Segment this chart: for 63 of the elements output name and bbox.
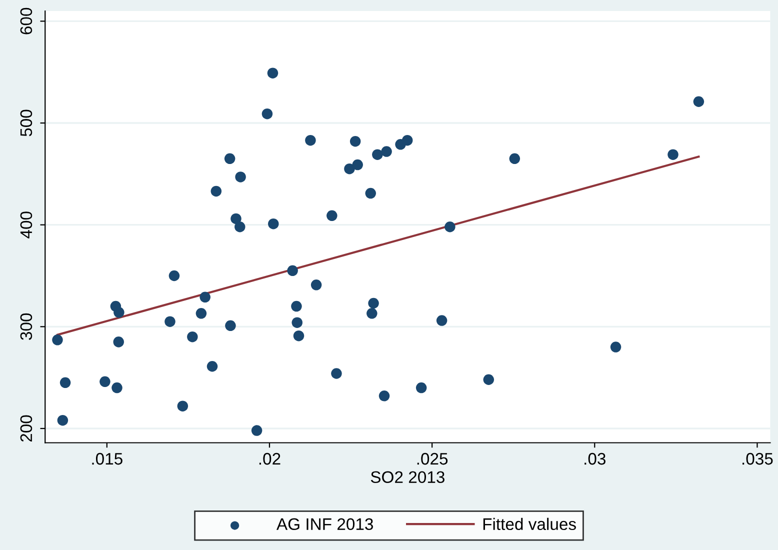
point <box>168 270 180 282</box>
point <box>436 315 448 326</box>
point <box>381 146 392 157</box>
point <box>187 331 198 342</box>
point <box>444 221 456 232</box>
legend-label: Fitted values <box>483 518 576 530</box>
point <box>287 265 298 276</box>
y-tick-label: 300 <box>20 313 32 340</box>
point <box>350 136 361 147</box>
y-tick-label: 500 <box>20 110 32 136</box>
point <box>206 361 218 372</box>
point <box>368 298 379 309</box>
point <box>196 308 207 319</box>
point <box>251 425 262 436</box>
x-tick-label: .035 <box>742 452 773 465</box>
point <box>610 342 622 352</box>
point <box>693 96 704 108</box>
point <box>293 330 304 342</box>
point <box>225 320 236 332</box>
point <box>224 153 236 164</box>
point <box>326 210 338 222</box>
point <box>210 186 222 197</box>
legend-label: AG INF 2013 <box>276 518 373 530</box>
point <box>113 336 124 348</box>
point <box>331 368 342 379</box>
x-tick-label: .03 <box>584 452 606 465</box>
y-tick-label: 600 <box>20 8 32 34</box>
y-tick-label: 200 <box>20 415 32 442</box>
point <box>52 334 63 346</box>
point <box>268 218 279 230</box>
point <box>114 307 124 318</box>
point <box>100 376 110 388</box>
x-tick-label: .015 <box>92 452 122 465</box>
point <box>365 188 376 199</box>
point <box>262 108 273 120</box>
point <box>305 134 316 146</box>
point <box>112 382 122 394</box>
point <box>402 134 413 146</box>
point <box>60 377 71 388</box>
point <box>416 382 427 394</box>
y-tick-label: 400 <box>20 212 32 238</box>
point <box>483 374 494 385</box>
point <box>352 159 363 170</box>
point <box>234 221 246 232</box>
point <box>267 68 278 78</box>
point <box>372 149 383 160</box>
point <box>57 414 68 426</box>
point <box>164 316 176 327</box>
x-tick-label: .025 <box>417 452 448 465</box>
point <box>291 300 302 312</box>
point <box>310 280 322 290</box>
point <box>344 163 355 174</box>
point <box>668 149 678 160</box>
point <box>177 400 188 412</box>
x-axis-title: SO2 2013 <box>370 471 444 484</box>
x-tick-label: .02 <box>259 452 280 465</box>
point <box>292 317 302 328</box>
point <box>366 308 378 319</box>
point <box>235 172 246 182</box>
point <box>378 390 390 402</box>
point <box>200 292 210 303</box>
point <box>509 153 520 164</box>
point <box>230 213 242 224</box>
